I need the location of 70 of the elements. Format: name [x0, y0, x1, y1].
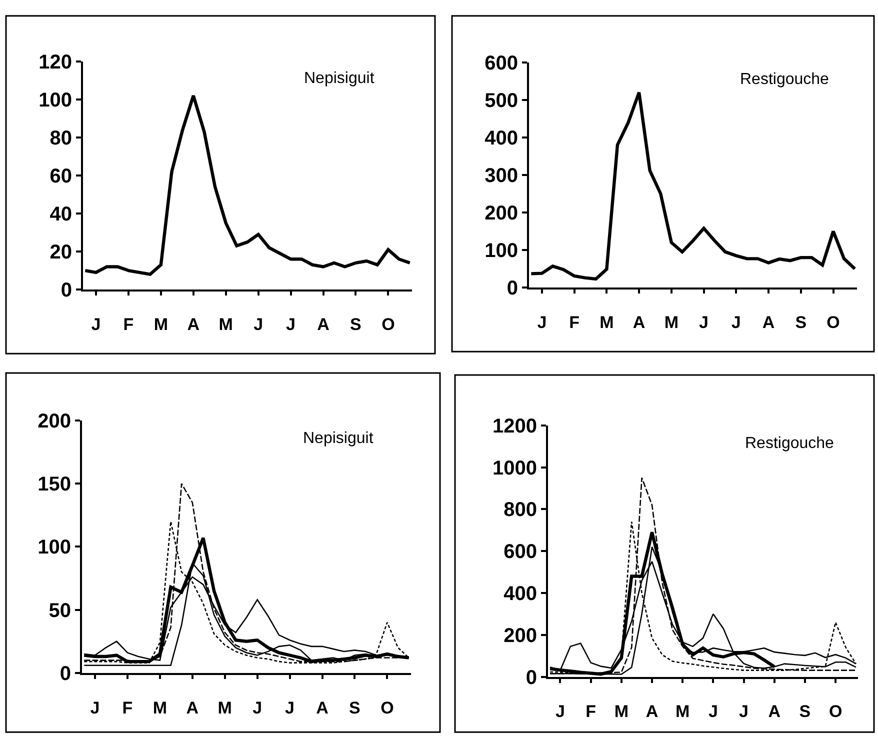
text: Nepisiguit [303, 430, 374, 447]
x-tick-label: F [586, 702, 596, 722]
x-tick-label: J [91, 314, 101, 334]
y-tick-label: 100 [38, 89, 72, 112]
y-tick-label: 1200 [492, 415, 537, 438]
y-tick-label: 0 [60, 280, 72, 302]
text: Restigouche [745, 435, 834, 452]
x-tick-label: J [739, 702, 749, 722]
x-tick-label: S [350, 314, 362, 334]
x-tick-label: J [556, 702, 565, 722]
x-tick-label: J [90, 698, 100, 718]
x-tick-label: A [632, 312, 646, 332]
x-tick-label: F [123, 314, 134, 334]
x-tick-label: A [317, 314, 330, 334]
x-tick-label: M [664, 312, 679, 332]
y-tick-label: 200 [484, 202, 518, 225]
x-tick-label: A [186, 698, 199, 718]
x-tick-label: O [382, 314, 395, 334]
y-tick-label: 200 [38, 410, 71, 433]
x-tick-label: M [218, 698, 232, 718]
y-tick-label: 100 [38, 536, 71, 559]
x-tick-label: J [285, 698, 295, 718]
x-tick-label: J [699, 312, 709, 332]
x-tick-label: J [286, 314, 296, 334]
x-tick-label: O [828, 702, 842, 722]
x-tick-label: S [799, 702, 811, 722]
y-tick-label: 400 [504, 583, 537, 605]
y-tick-label: 0 [60, 662, 71, 685]
y-tick-label: 600 [504, 541, 537, 564]
x-tick-label: M [676, 702, 690, 722]
x-tick-label: S [795, 312, 807, 332]
y-tick-label: 150 [38, 474, 71, 496]
y-tick-label: 800 [504, 499, 537, 522]
y-tick-label: 50 [48, 600, 71, 622]
x-tick-label: O [826, 312, 840, 332]
x-tick-label: M [600, 312, 614, 332]
y-tick-label: 120 [38, 51, 72, 74]
x-tick-label: M [154, 314, 168, 334]
x-tick-label: A [768, 702, 781, 722]
x-tick-label: J [537, 312, 547, 332]
x-tick-label: M [152, 698, 168, 718]
x-tick-label: A [762, 312, 775, 332]
y-tick-label: 0 [506, 278, 518, 300]
x-tick-label: A [187, 314, 200, 334]
x-tick-label: A [646, 702, 658, 722]
y-tick-label: 60 [50, 165, 72, 188]
text: Nepisiguit [304, 70, 375, 87]
x-tick-label: M [614, 702, 629, 722]
y-tick-label: 80 [50, 127, 72, 150]
x-tick-label: F [122, 698, 133, 718]
y-tick-label: 0 [526, 666, 537, 689]
y-tick-label: 20 [50, 242, 72, 264]
y-tick-label: 100 [484, 240, 518, 262]
x-tick-label: J [252, 698, 262, 718]
y-tick-label: 600 [484, 52, 518, 74]
y-tick-label: 300 [484, 165, 518, 187]
x-tick-label: S [349, 698, 360, 718]
x-tick-label: J [731, 312, 741, 332]
x-tick-label: M [218, 314, 233, 334]
y-tick-label: 500 [484, 90, 518, 112]
x-tick-label: J [254, 314, 264, 334]
x-tick-label: J [708, 702, 718, 722]
x-tick-label: O [380, 698, 394, 718]
y-tick-label: 400 [484, 127, 518, 150]
text: Restigouche [740, 71, 830, 88]
x-tick-label: F [569, 312, 580, 332]
y-tick-label: 1000 [492, 457, 537, 480]
x-tick-label: A [316, 698, 328, 718]
y-tick-label: 200 [504, 624, 537, 647]
y-tick-label: 40 [50, 204, 72, 226]
